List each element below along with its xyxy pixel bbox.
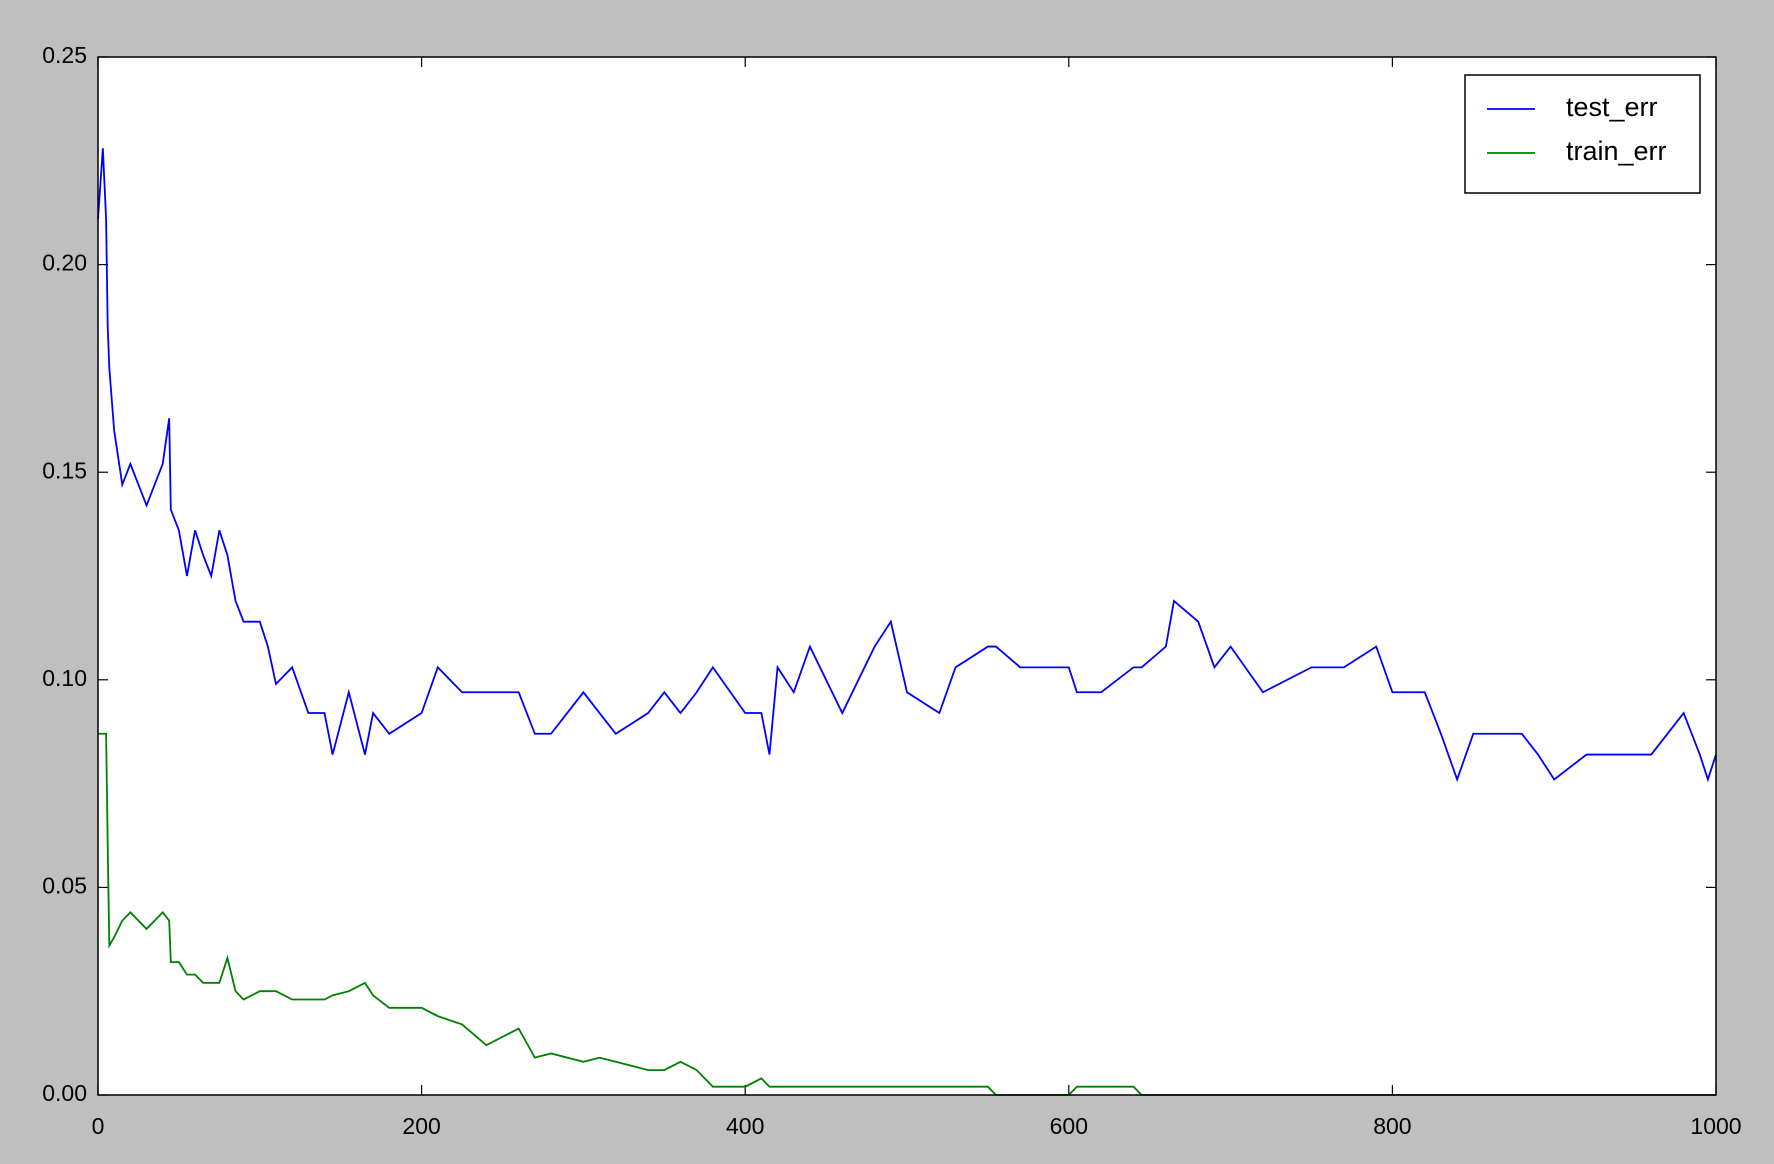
legend-box: [1464, 74, 1701, 194]
line-series: [97, 148, 1717, 783]
plot-area: [98, 57, 1716, 1095]
legend-label: test_err: [1566, 92, 1658, 122]
x-tick-label: 0: [92, 1113, 105, 1139]
plot-frame: [97, 56, 1717, 1096]
y-tick-label: 0.15: [42, 457, 87, 483]
y-tick-label: 0.25: [42, 42, 87, 68]
legend-label: train_err: [1566, 136, 1667, 166]
x-tick-label: 400: [726, 1113, 764, 1139]
y-tick-label: 0.20: [42, 250, 87, 276]
y-tick-label: 0.05: [42, 872, 87, 898]
x-tick-label: 200: [402, 1113, 440, 1139]
y-tick-label: 0.00: [42, 1080, 87, 1106]
y-tick-label: 0.10: [42, 665, 87, 691]
x-tick-label: 600: [1050, 1113, 1088, 1139]
x-tick-label: 800: [1373, 1113, 1411, 1139]
x-tick-label: 1000: [1690, 1113, 1741, 1139]
